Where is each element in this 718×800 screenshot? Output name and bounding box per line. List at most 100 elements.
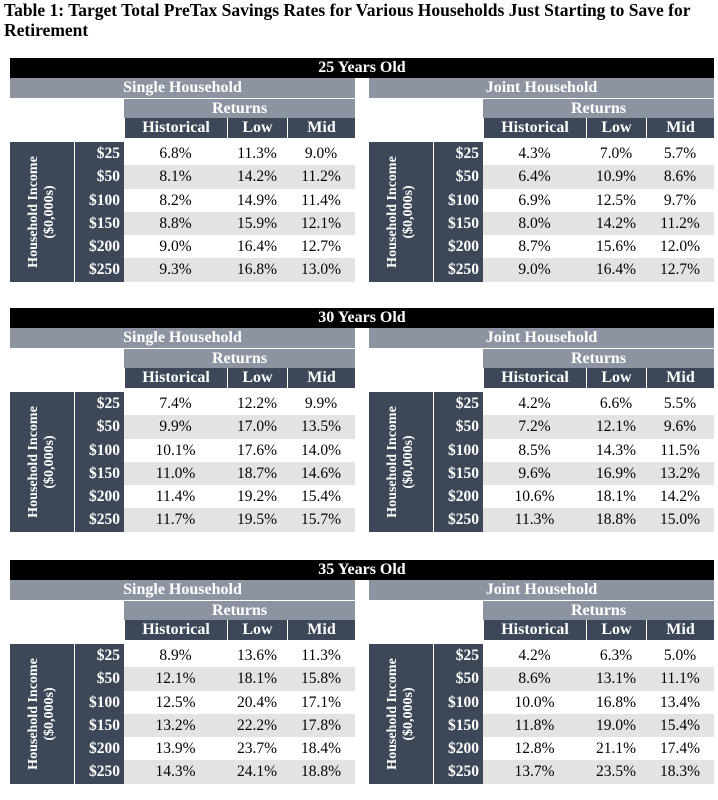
- table-row: $150 11.8% 19.0% 15.4%: [433, 713, 714, 738]
- historical-value: 8.0%: [483, 211, 586, 236]
- mid-value: 11.1%: [646, 667, 714, 691]
- table-row: $25 4.2% 6.3% 5.0%: [433, 644, 714, 668]
- column-header-historical: Historical: [483, 368, 586, 388]
- returns-header: Returns: [124, 600, 355, 620]
- blank-header-cell: [369, 118, 483, 138]
- low-value: 22.2%: [227, 713, 287, 738]
- low-value: 16.8%: [595, 693, 637, 711]
- table-row: $150 8.0% 14.2% 11.2%: [433, 211, 714, 236]
- mid-value: 12.7%: [646, 258, 714, 282]
- returns-header-row: Returns: [10, 98, 355, 118]
- household-income-line1: Household Income: [26, 658, 41, 770]
- data-rows: $25 8.9% 13.6% 11.3% $50 12.1% 18.1% 15.8% $100 1…: [74, 644, 355, 784]
- table-row: $25 4.2% 6.6% 5.5%: [433, 392, 714, 416]
- household-income-line2: ($0,000s): [42, 185, 57, 239]
- low-value: 15.9%: [227, 211, 287, 236]
- historical-value: 12.8%: [514, 740, 555, 758]
- low-value: 24.1%: [227, 760, 287, 784]
- income-label: $250: [74, 258, 124, 282]
- historical-value: 9.0%: [483, 258, 586, 282]
- historical-value: 8.9%: [159, 647, 192, 664]
- table-row: $250 11.3% 18.8% 15.0%: [433, 508, 714, 532]
- table-row: $25 6.8% 11.3% 9.0%: [74, 142, 355, 166]
- mid-value: 12.1%: [287, 211, 355, 236]
- low-value: 14.2%: [586, 211, 646, 236]
- low-value: 19.2%: [236, 488, 278, 506]
- household-income-label: Household Income ($0,000s): [369, 392, 433, 532]
- mid-value: 12.0%: [659, 238, 701, 256]
- household-income-line1: Household Income: [385, 658, 400, 770]
- income-label: $50: [74, 165, 124, 189]
- single-household-title: Single Household: [10, 78, 355, 98]
- returns-header: Returns: [483, 348, 714, 368]
- table-row: $100 10.1% 17.6% 14.0%: [74, 438, 355, 462]
- household-income-text: Household Income ($0,000s): [385, 144, 417, 280]
- income-label: $50: [433, 667, 483, 691]
- income-label: $25: [74, 644, 124, 668]
- historical-value: 13.7%: [483, 760, 586, 784]
- column-header-mid: Mid: [646, 620, 714, 640]
- blank-header-cell: [10, 368, 124, 388]
- historical-value: 6.4%: [483, 165, 586, 189]
- blank-header-cell: [369, 368, 483, 388]
- historical-value: 8.2%: [159, 191, 192, 209]
- blank-header-cell: [10, 118, 124, 138]
- low-value: 16.4%: [586, 258, 646, 282]
- income-label: $150: [74, 713, 124, 738]
- table-body: Household Income ($0,000s) $25 6.8% 11.3% 9.0…: [10, 142, 355, 282]
- historical-value: 11.3%: [483, 508, 586, 532]
- historical-value: 8.7%: [518, 238, 551, 256]
- household-income-label: Household Income ($0,000s): [10, 644, 74, 784]
- historical-value: 13.2%: [124, 713, 227, 738]
- table-row: $250 13.7% 23.5% 18.3%: [433, 760, 714, 784]
- mid-value: 13.2%: [646, 461, 714, 486]
- historical-value: 11.8%: [483, 713, 586, 738]
- household-income-label: Household Income ($0,000s): [369, 644, 433, 784]
- table-row: $100 10.0% 16.8% 13.4%: [433, 690, 714, 714]
- low-value: 6.6%: [599, 395, 633, 412]
- income-label: $100: [433, 188, 483, 212]
- income-label: $100: [433, 438, 483, 462]
- historical-value: 11.0%: [124, 461, 227, 486]
- historical-value: 10.0%: [514, 693, 555, 711]
- column-header-low: Low: [586, 368, 646, 388]
- table-body: Household Income ($0,000s) $25 7.4% 12.2% 9.9…: [10, 392, 355, 532]
- historical-value: 6.9%: [518, 191, 551, 209]
- household-income-line2: ($0,000s): [42, 435, 57, 489]
- historical-value: 9.0%: [159, 238, 192, 256]
- column-header-historical: Historical: [124, 620, 227, 640]
- household-income-text: Household Income ($0,000s): [26, 646, 58, 782]
- income-label: $100: [433, 690, 483, 714]
- low-value: 16.9%: [586, 461, 646, 486]
- historical-value: 8.6%: [483, 667, 586, 691]
- low-value: 18.8%: [586, 508, 646, 532]
- column-header-row: Historical Low Mid: [369, 118, 714, 138]
- age-banner: 30 Years Old: [10, 308, 714, 328]
- returns-header: Returns: [124, 348, 355, 368]
- low-value: 15.6%: [595, 238, 637, 256]
- income-label: $200: [74, 235, 124, 259]
- column-header-row: Historical Low Mid: [369, 620, 714, 640]
- mid-value: 11.2%: [646, 211, 714, 236]
- income-label: $150: [74, 211, 124, 236]
- historical-value: 14.3%: [124, 760, 227, 784]
- historical-value: 8.1%: [124, 165, 227, 189]
- income-label: $25: [433, 644, 483, 668]
- joint-household-table: Joint Household Returns Historical Low Mid Ho…: [369, 328, 714, 532]
- single-household-table: Single Household Returns Historical Low Mid H…: [10, 580, 355, 784]
- low-value: 16.8%: [227, 258, 287, 282]
- table-row: $150 9.6% 16.9% 13.2%: [433, 461, 714, 486]
- income-label: $200: [433, 235, 483, 259]
- blank-header-cell: [369, 620, 483, 640]
- blank-header-cell: [369, 98, 483, 118]
- table-row: $250 11.7% 19.5% 15.7%: [74, 508, 355, 532]
- low-value: 12.2%: [236, 395, 278, 412]
- low-value: 14.2%: [227, 165, 287, 189]
- table-row: $200 9.0% 16.4% 12.7%: [74, 235, 355, 259]
- household-income-line1: Household Income: [26, 156, 41, 268]
- income-label: $100: [74, 438, 124, 462]
- mid-value: 9.0%: [304, 145, 338, 162]
- income-label: $150: [74, 461, 124, 486]
- low-value: 6.3%: [599, 647, 633, 664]
- household-income-line2: ($0,000s): [401, 185, 416, 239]
